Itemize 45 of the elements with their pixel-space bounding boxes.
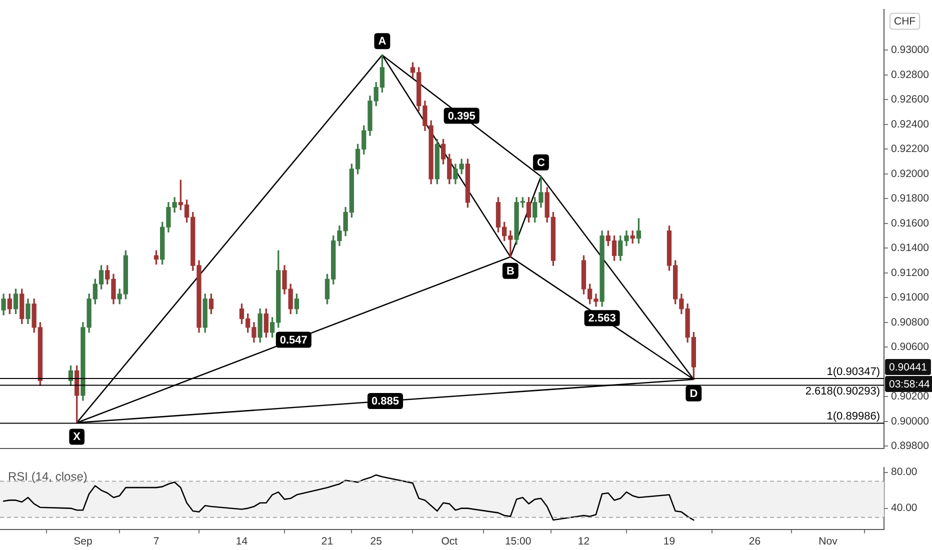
x-tick-label: Nov [818,536,838,548]
annotation: A [378,36,386,48]
x-tick-label: 19 [663,536,676,548]
y-tick-label: 0.92600 [891,94,930,106]
annotation: X [73,431,82,444]
y-tick-label: 0.91200 [891,266,930,279]
x-tick-label: 26 [748,536,761,548]
x-tick-label: 12 [578,536,590,548]
chart-title: RSI (14, close) [8,470,88,484]
x-tick-label: Oct [441,536,458,548]
x-tick-label: 14 [236,536,248,548]
ref-line-label: 1(0.90347) [826,366,880,378]
y-tick-label: 80.00 [891,466,918,478]
annotation: B [506,265,514,278]
x-tick-label: 21 [321,536,334,548]
ref-line-label: 2.618(0.90293) [805,386,880,398]
y-tick-label: 0.91600 [891,217,930,230]
y-tick-label: 0.93000 [891,44,930,56]
text: 0.90441 [888,361,928,374]
y-tick-label: 0.91800 [891,192,930,205]
text: 03:58:44 [889,378,930,390]
annotation: C [537,156,546,169]
annotation: 2.563 [588,312,616,325]
y-tick-label: 0.90200 [891,390,930,403]
y-tick-label: 0.90600 [891,341,930,354]
y-tick-label: 0.92400 [891,118,930,130]
y-tick-label: 0.91000 [891,292,930,304]
ref-line-label: 1(0.89986) [826,410,880,423]
x-tick-label: 7 [153,536,160,548]
x-tick-label: 15:00 [504,536,532,548]
annotation: 0.885 [371,396,400,408]
y-tick-label: 0.90000 [891,415,930,428]
text: CHF [894,16,916,28]
y-tick-label: 0.90800 [891,316,930,328]
y-tick-label: 0.92200 [891,143,930,156]
y-tick-label: 0.91400 [891,242,930,254]
x-tick-label: Sep [74,536,92,548]
y-tick-label: 0.89800 [891,440,930,452]
y-tick-label: 0.92000 [891,168,930,180]
annotation: 0.547 [280,334,308,346]
y-tick-label: 0.92800 [891,68,930,81]
annotation: D [690,388,698,400]
y-tick-label: 40.00 [891,502,918,514]
x-tick-label: 25 [370,536,382,548]
annotation: 0.395 [448,110,476,122]
